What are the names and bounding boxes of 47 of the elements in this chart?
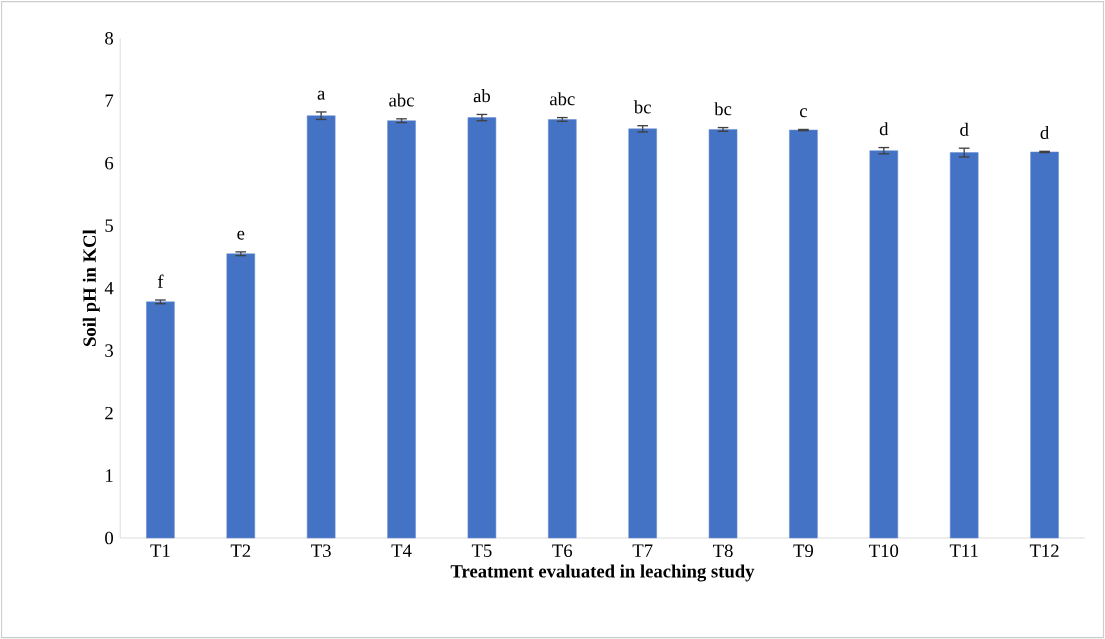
annotation: c [800, 108, 807, 118]
x-tick-label: T2 [230, 544, 251, 557]
x-tick-label: T9 [793, 544, 814, 557]
bar [306, 115, 336, 539]
bar [789, 129, 818, 539]
x-axis-title: Treatment evaluated in leaching study [450, 564, 755, 582]
bar [467, 117, 497, 539]
bar [226, 253, 256, 539]
annotation: bc [714, 102, 732, 116]
bar [387, 120, 416, 539]
y-tick-label: 7 [105, 94, 114, 107]
x-tick-label: T11 [949, 544, 978, 557]
annotation: bc [633, 100, 651, 114]
x-tick-label: T10 [869, 544, 899, 557]
y-tick-label: 8 [105, 31, 114, 45]
annotation: ab [473, 88, 491, 103]
bar [708, 129, 738, 539]
bar [146, 301, 175, 539]
y-tick-label: 1 [106, 469, 113, 482]
bar [548, 119, 577, 539]
y-tick-label: 3 [105, 344, 114, 357]
y-tick-label: 5 [105, 219, 114, 232]
x-tick-label: T4 [391, 544, 412, 557]
annotation: d [960, 122, 969, 136]
annotation: d [1040, 125, 1050, 139]
y-tick-label: 4 [104, 281, 114, 295]
y-tick-label: 2 [105, 406, 113, 420]
x-tick-label: T3 [311, 544, 331, 557]
x-tick-label: T8 [713, 544, 733, 557]
annotation: a [317, 90, 326, 100]
x-tick-label: T5 [471, 544, 492, 557]
annotation: abc [550, 92, 575, 106]
bar [1030, 151, 1059, 539]
x-tick-label: T7 [632, 544, 653, 557]
bar [628, 128, 657, 539]
x-tick-label: T6 [552, 544, 573, 557]
annotation: abc [389, 93, 414, 107]
annotation: e [237, 230, 245, 240]
bar [869, 150, 899, 539]
y-tick-label: 0 [105, 531, 114, 545]
bar [949, 152, 979, 539]
x-tick-label: T1 [150, 544, 170, 557]
y-tick-label: 6 [105, 156, 114, 170]
annotation: d [879, 122, 889, 136]
y-axis-title: Soil pH in KCl [82, 229, 100, 346]
annotation: f [157, 274, 164, 288]
x-tick-label: T12 [1029, 544, 1059, 557]
